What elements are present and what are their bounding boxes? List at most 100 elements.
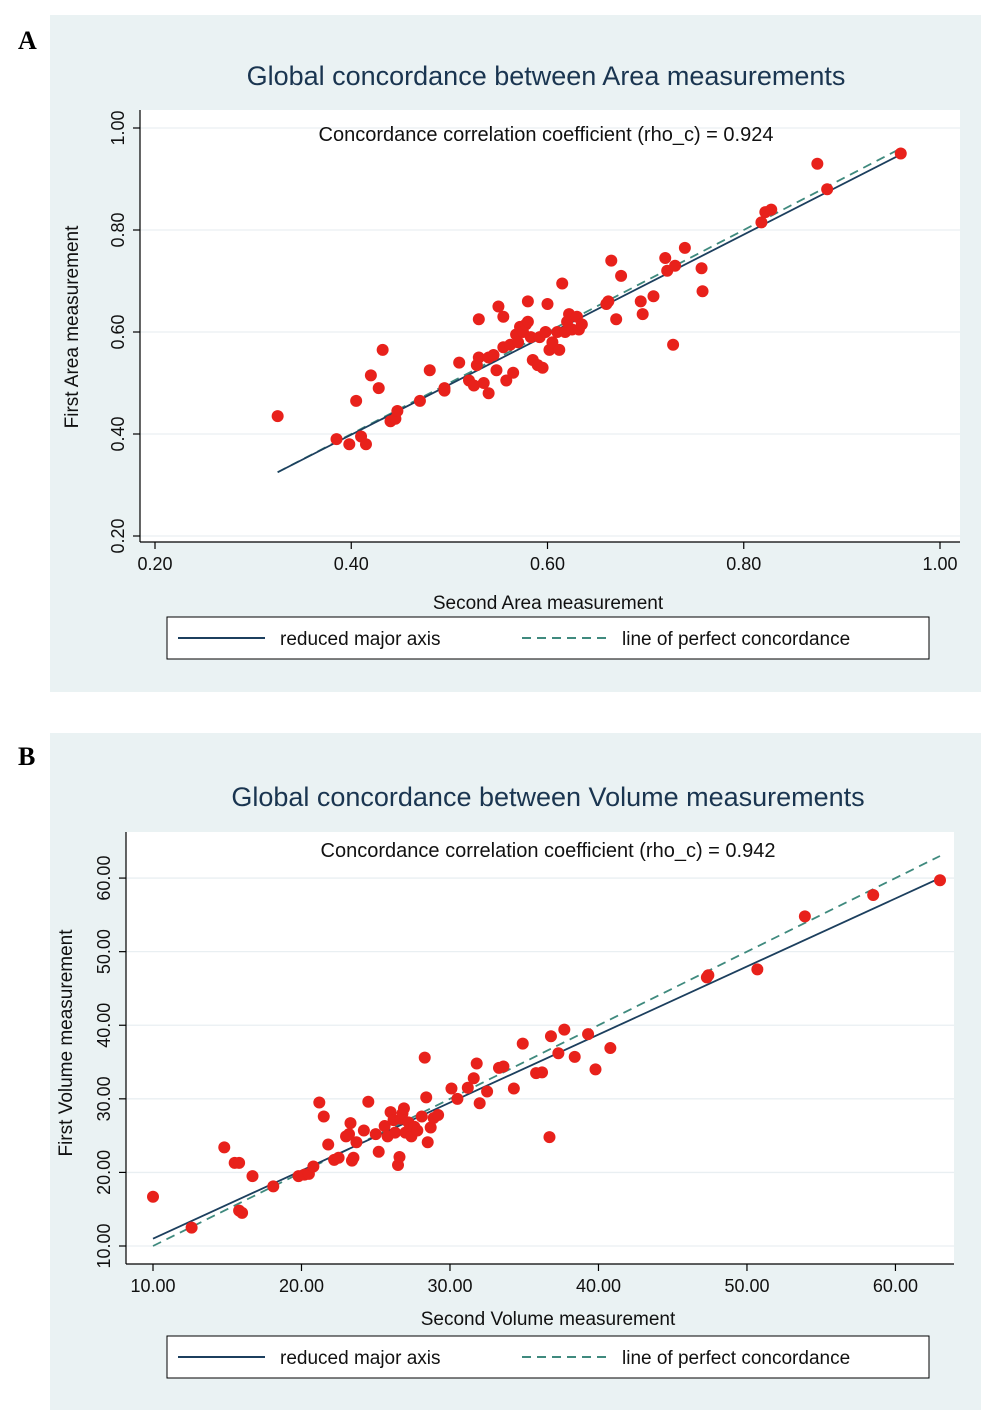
chart-a-data-point [556, 277, 569, 290]
chart-a-data-point [755, 216, 768, 229]
chart-a-data-point [438, 382, 451, 395]
chart-b-data-point [322, 1138, 335, 1151]
chart-b-data-point [343, 1128, 356, 1141]
chart-b-data-point [372, 1145, 385, 1158]
chart-b-data-point [345, 1154, 358, 1167]
chart-a-y-tick-label: 0.40 [108, 416, 128, 451]
chart-a-data-point [497, 310, 510, 323]
chart-b-data-point [516, 1037, 529, 1050]
chart-b-ticks: 10.00 20.00 30.00 40.00 50.00 60.00 10.00 20.00… [94, 856, 918, 1296]
chart-a-data-point [423, 364, 436, 377]
chart-a-y-tick-label: 0.60 [108, 314, 128, 349]
chart-b-data-point [420, 1091, 433, 1104]
chart-b-rma-line [152, 877, 941, 1240]
chart-a-data-point [575, 318, 588, 331]
chart-a-data-point [615, 269, 628, 282]
chart-a-legend-concordance-label: line of perfect concordance [622, 629, 850, 650]
chart-a-data-point [610, 313, 623, 326]
chart-b-title: Global concordance between Volume measur… [231, 782, 864, 812]
chart-b-data-point [317, 1110, 330, 1123]
chart-b-y-tick-label: 60.00 [94, 856, 114, 901]
chart-b-concordance-line [152, 855, 941, 1247]
chart-a-ticks: 0.20 0.40 0.60 0.80 1.00 0.20 0.40 0.60 0.80 1.00 [108, 110, 958, 574]
chart-a-y-axis-label: First Area measurement [62, 225, 83, 428]
chart-b-data-point [389, 1126, 402, 1139]
chart-b-data-point [507, 1082, 520, 1095]
chart-b-data-point [397, 1102, 410, 1115]
chart-b-annotation: Concordance correlation coefficient (rho… [321, 840, 776, 862]
chart-a-data-point [482, 387, 495, 400]
chart-b-data-point [313, 1096, 326, 1109]
chart-b-legend-concordance-label: line of perfect concordance [622, 1348, 850, 1369]
chart-a-y-tick-label: 0.80 [108, 212, 128, 247]
chart-a-data-point [350, 394, 363, 407]
chart-b-data-point [369, 1128, 382, 1141]
chart-b-x-axis-label: Second Volume measurement [421, 1309, 676, 1330]
chart-a-data-point [765, 203, 778, 216]
chart-b-data-point [357, 1124, 370, 1137]
chart-a-data-point [453, 356, 466, 369]
chart-a-data-point [391, 405, 404, 418]
chart-b-data-point [582, 1028, 595, 1041]
chart-b-data-point [467, 1072, 480, 1085]
chart-a-data-point [507, 366, 520, 379]
chart-b-data-point [147, 1190, 159, 1203]
chart-b-data-point [445, 1082, 458, 1095]
chart-a-data-point [467, 379, 480, 392]
chart-b-x-tick-label: 10.00 [130, 1276, 175, 1296]
chart-a-data-point [372, 382, 385, 395]
chart-b-data-point [362, 1095, 375, 1108]
chart-b-y-tick-label: 20.00 [94, 1150, 114, 1195]
chart-a-data-point [524, 331, 537, 344]
chart-a-data-point [667, 338, 680, 351]
chart-a-y-tick-label: 1.00 [108, 110, 128, 145]
chart-a-data-point [539, 326, 552, 338]
chart-b-data-point [350, 1136, 363, 1149]
chart-a-data-point [678, 241, 691, 254]
chart-a-data-point [821, 183, 834, 196]
chart-b-x-tick-label: 30.00 [427, 1276, 472, 1296]
chart-b-data-point [307, 1160, 320, 1173]
chart-b-data-point [473, 1097, 486, 1110]
chart-b-x-tick-label: 20.00 [279, 1276, 324, 1296]
chart-b-data-point [867, 889, 880, 901]
chart-a-legend-box [166, 616, 930, 660]
chart-a-data-point [376, 343, 389, 356]
chart-b-data-point [267, 1180, 280, 1193]
chart-a-data-point [521, 295, 534, 308]
chart-b-data-point [421, 1136, 434, 1149]
chart-a-data-point [490, 364, 503, 377]
chart-a-x-tick-label: 0.20 [137, 554, 172, 574]
chart-b-data-point [236, 1206, 249, 1219]
chart-b-data-point [497, 1060, 510, 1073]
chart-a-rma-line [277, 153, 902, 474]
chart-b-data-point [702, 969, 715, 982]
chart-a-data-point [546, 336, 559, 349]
chart-a-x-tick-label: 1.00 [922, 554, 957, 574]
chart-a-data-point [477, 377, 490, 389]
chart-b-data-point [332, 1151, 345, 1164]
panel-label-b: B [18, 742, 36, 771]
chart-a-data-point [413, 394, 426, 407]
chart-b-data-point [543, 1131, 556, 1144]
chart-b-x-tick-label: 60.00 [873, 1276, 918, 1296]
chart-b-x-tick-label: 40.00 [576, 1276, 621, 1296]
chart-a-data-point [536, 361, 549, 374]
chart-b-data-point [461, 1081, 474, 1094]
chart-a-data-point [472, 313, 485, 326]
panel-label-a: A [18, 26, 37, 55]
chart-a-legend: reduced major axis line of perfect conco… [166, 616, 930, 660]
chart-b-data-point [589, 1063, 602, 1076]
chart-b-legend-rma-label: reduced major axis [280, 1348, 441, 1369]
chart-a-y-tick-label: 0.20 [108, 518, 128, 553]
chart-a-data-point [364, 369, 377, 382]
chart-b-data-point [451, 1092, 464, 1105]
chart-b-data-point [934, 874, 946, 887]
chart-a-data-point [695, 262, 708, 275]
chart-b-data-point [418, 1051, 431, 1064]
chart-b-y-axis-label: First Volume measurement [56, 929, 77, 1157]
chart-b-y-tick-label: 40.00 [94, 1003, 114, 1048]
chart-b-legend-box [166, 1335, 930, 1379]
chart-a-data-point [512, 336, 525, 349]
